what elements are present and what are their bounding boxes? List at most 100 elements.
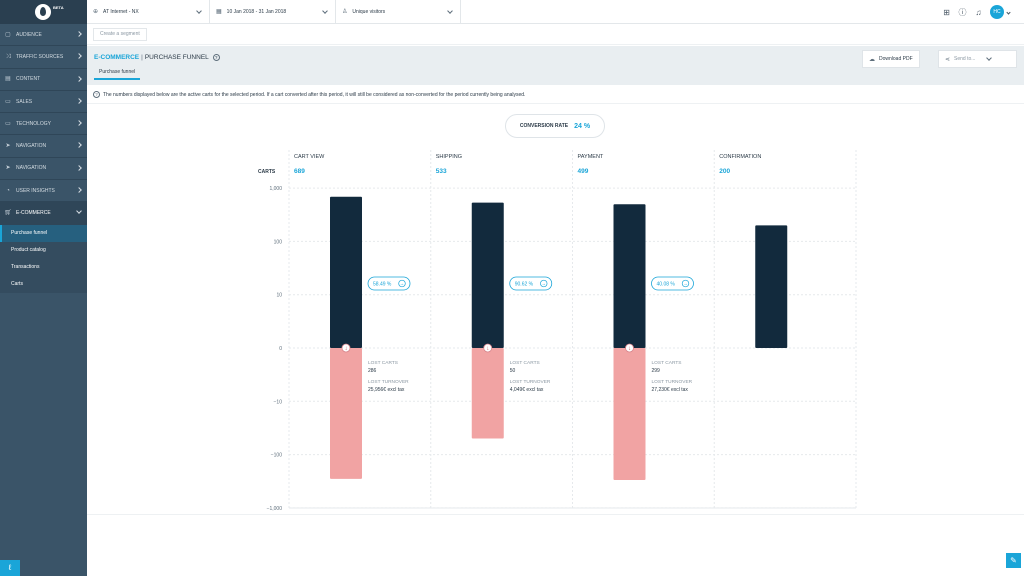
conversion-rate-label: CONVERSION RATE bbox=[519, 123, 569, 129]
sidebar-subitem-carts[interactable]: Carts bbox=[0, 275, 87, 293]
sidebar-item-user-insights[interactable]: ◔ USER INSIGHTS bbox=[0, 180, 87, 203]
y-tick-label: 1,000 bbox=[269, 186, 282, 192]
arrow-right-icon bbox=[681, 279, 690, 288]
metric-selector-value: Unique visitors bbox=[352, 8, 386, 15]
conversion-rate-badge: CONVERSION RATE 24 % bbox=[505, 114, 605, 138]
sidebar-item-content[interactable]: ▤ CONTENT bbox=[0, 69, 87, 91]
sidebar-item-technology[interactable]: ▭ TECHNOLOGY bbox=[0, 113, 87, 136]
arrow-right-glyph: → bbox=[683, 281, 688, 286]
top-bar-actions: ⊞ ⓘ ♫ HC bbox=[942, 5, 1011, 19]
chevron-down-icon[interactable] bbox=[1006, 9, 1011, 15]
lost-turnover-label: LOST TURNOVER bbox=[652, 379, 693, 385]
breadcrumb-separator: | bbox=[141, 54, 143, 62]
chevron-down-icon bbox=[986, 55, 993, 61]
segment-bar: Create a segment bbox=[87, 25, 1024, 45]
transition-rate: 40.08 % bbox=[657, 282, 676, 288]
sidebar-subitem-transactions[interactable]: Transactions bbox=[0, 258, 87, 276]
lost-turnover-value: 25,956€ excl tax bbox=[368, 387, 405, 393]
sidebar-subitem-product-catalog[interactable]: Product catalog bbox=[0, 241, 87, 259]
down-arrow-glyph: ↓ bbox=[628, 346, 631, 352]
y-tick-label: 10 bbox=[276, 293, 282, 299]
site-selector-value: AT Internet - NX bbox=[103, 8, 139, 15]
chevron-right-icon bbox=[76, 120, 82, 127]
audience-icon: ▢ bbox=[5, 31, 11, 38]
page-title: E-COMMERCE | PURCHASE FUNNEL? bbox=[94, 54, 220, 61]
category-label: CART VIEW bbox=[294, 154, 325, 160]
sidebar-item-audience[interactable]: ▢ AUDIENCE bbox=[0, 24, 87, 47]
content-icon: ▤ bbox=[5, 76, 11, 83]
avatar[interactable]: HC bbox=[990, 5, 1004, 19]
metric-selector[interactable]: ♙ Unique visitors bbox=[336, 0, 461, 24]
sidebar-item-label: E-COMMERCE bbox=[16, 210, 51, 217]
sidebar-item-sales[interactable]: ▭ SALES bbox=[0, 91, 87, 114]
carts-count: 499 bbox=[578, 168, 589, 175]
lost-carts-bar bbox=[330, 348, 362, 479]
lost-carts-value: 50 bbox=[510, 368, 516, 374]
chevron-down-icon bbox=[322, 7, 328, 14]
lost-carts-value: 286 bbox=[368, 368, 377, 374]
carts-bar bbox=[755, 225, 788, 348]
transition-rate-pill bbox=[509, 276, 553, 291]
chevron-down-icon bbox=[196, 7, 202, 14]
transition-rate: 90.62 % bbox=[515, 282, 534, 288]
lost-carts-label: LOST CARTS bbox=[368, 360, 398, 366]
sidebar: BETA ▢ AUDIENCE ⤨ TRAFFIC SOURCES ▤ CONTENT… bbox=[0, 0, 87, 576]
lost-carts-value: 299 bbox=[652, 368, 661, 374]
info-text: The numbers displayed below are the acti… bbox=[103, 91, 526, 98]
sidebar-item-label: NAVIGATION bbox=[16, 143, 47, 150]
navigation-icon: ➤ bbox=[5, 165, 11, 172]
beta-badge: BETA bbox=[53, 5, 64, 10]
help-icon[interactable]: ⓘ bbox=[958, 7, 967, 17]
carts-row-label: CARTS bbox=[258, 169, 276, 175]
tab-purchase-funnel[interactable]: Purchase funnel bbox=[94, 69, 141, 80]
y-tick-label: −1,000 bbox=[267, 506, 283, 512]
top-bar: ⊕ AT Internet - NX ▦ 10 Jan 2018 - 31 Ja… bbox=[87, 0, 1024, 24]
transition-rate-pill bbox=[651, 276, 694, 291]
conversion-rate-value: 24 % bbox=[574, 122, 591, 130]
lost-carts-bar bbox=[471, 348, 504, 439]
chevron-right-icon bbox=[76, 164, 82, 171]
pin-icon[interactable]: ✎ bbox=[1006, 553, 1021, 568]
sidebar-item-navigation-2[interactable]: ➤ NAVIGATION bbox=[0, 158, 87, 181]
chevron-right-icon bbox=[76, 53, 82, 60]
user-icon: ♙ bbox=[342, 9, 348, 15]
logo-area: BETA bbox=[0, 0, 87, 24]
down-arrow-glyph: ↓ bbox=[486, 346, 489, 352]
sidebar-item-label: TECHNOLOGY bbox=[16, 120, 52, 127]
y-tick-label: −100 bbox=[271, 453, 282, 459]
lost-carts-label: LOST CARTS bbox=[652, 360, 682, 366]
share-icon: ⋖ bbox=[945, 56, 951, 63]
sidebar-item-traffic-sources[interactable]: ⤨ TRAFFIC SOURCES bbox=[0, 46, 87, 69]
sidebar-item-label: NAVIGATION bbox=[16, 165, 47, 172]
y-tick-label: −10 bbox=[274, 399, 283, 405]
logo-icon[interactable] bbox=[35, 4, 51, 20]
period-selector[interactable]: ▦ 10 Jan 2018 - 31 Jan 2018 bbox=[210, 0, 336, 24]
info-message: ? The numbers displayed below are the ac… bbox=[93, 91, 525, 98]
lost-turnover-label: LOST TURNOVER bbox=[368, 379, 409, 385]
sidebar-item-e-commerce[interactable]: 🛒︎ E-COMMERCE bbox=[0, 202, 87, 225]
site-selector[interactable]: ⊕ AT Internet - NX bbox=[87, 0, 210, 24]
bell-icon[interactable]: ♫ bbox=[975, 7, 982, 17]
cloud-download-icon: ☁ bbox=[869, 56, 875, 63]
sidebar-subitem-purchase-funnel[interactable]: Purchase funnel bbox=[0, 224, 87, 242]
send-to-button[interactable]: ⋖ Send to... bbox=[938, 50, 1017, 68]
arrow-right-glyph: → bbox=[542, 281, 547, 286]
breadcrumb-section[interactable]: E-COMMERCE bbox=[94, 54, 140, 62]
create-segment-button[interactable]: Create a segment bbox=[93, 28, 147, 41]
apps-grid-icon[interactable]: ⊞ bbox=[943, 7, 950, 17]
category-label: CONFIRMATION bbox=[719, 154, 761, 160]
help-icon[interactable]: ? bbox=[212, 54, 220, 61]
question-icon: ? bbox=[93, 91, 100, 98]
chevron-right-icon bbox=[76, 75, 82, 82]
arrow-right-icon bbox=[540, 279, 548, 288]
carts-bar bbox=[471, 202, 504, 348]
chevron-down-icon bbox=[76, 208, 82, 215]
help-launcher-icon[interactable]: ℓ bbox=[0, 560, 20, 576]
sidebar-item-navigation[interactable]: ➤ NAVIGATION bbox=[0, 135, 87, 158]
breadcrumb-page: PURCHASE FUNNEL bbox=[144, 54, 209, 62]
download-pdf-button[interactable]: ☁ Download PDF bbox=[862, 50, 920, 68]
down-arrow-glyph: ↓ bbox=[345, 346, 348, 352]
lost-turnover-value: 4,049€ excl tax bbox=[510, 387, 544, 393]
traffic-icon: ⤨ bbox=[5, 53, 11, 60]
chevron-down-icon bbox=[447, 7, 453, 14]
